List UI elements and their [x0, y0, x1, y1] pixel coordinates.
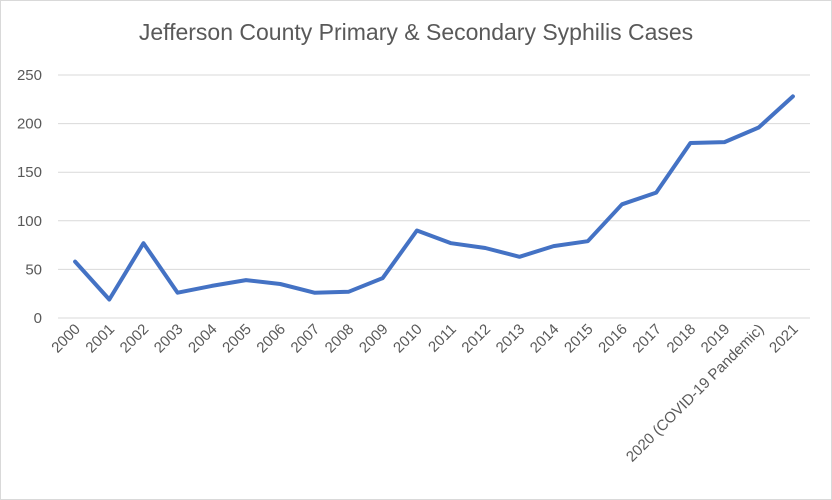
x-tick-label: 2013: [493, 321, 529, 357]
x-axis: 2000200120022003200420052006200720082009…: [48, 321, 801, 466]
series-line: [73, 94, 795, 302]
x-tick-label: 2018: [664, 321, 700, 357]
x-tick-label: 2009: [356, 321, 392, 357]
x-tick-label: 2001: [82, 321, 118, 357]
y-axis: 0 50 100 150 200 250: [17, 67, 42, 327]
x-tick-label: 2008: [322, 321, 358, 357]
y-tick-label: 100: [17, 213, 42, 230]
x-tick-label: 2000: [48, 321, 84, 357]
x-tick-label: 2010: [390, 321, 426, 357]
x-tick-label: 2003: [151, 321, 187, 357]
y-tick-label: 50: [25, 261, 42, 278]
x-tick-label: 2015: [561, 321, 597, 357]
x-tick-label: 2005: [219, 321, 255, 357]
x-tick-label: 2014: [527, 321, 563, 357]
y-tick-label: 250: [17, 67, 42, 84]
y-tick-label: 200: [17, 116, 42, 133]
gridlines: [58, 74, 810, 319]
x-tick-label: 2021: [766, 321, 802, 357]
x-tick-label: 2016: [595, 321, 631, 357]
chart-title: Jefferson County Primary & Secondary Syp…: [138, 19, 694, 45]
x-tick-label: 2002: [117, 321, 153, 357]
x-tick-label: 2017: [629, 321, 665, 357]
x-tick-label: 2006: [253, 321, 289, 357]
x-tick-label: 2012: [458, 321, 494, 357]
y-tick-label: 150: [17, 164, 42, 181]
x-tick-label: 2004: [185, 321, 221, 357]
x-tick-label: 2011: [425, 321, 460, 356]
x-tick-label: 2007: [288, 321, 324, 357]
data-series: [73, 94, 795, 302]
y-tick-label: 0: [34, 310, 42, 327]
